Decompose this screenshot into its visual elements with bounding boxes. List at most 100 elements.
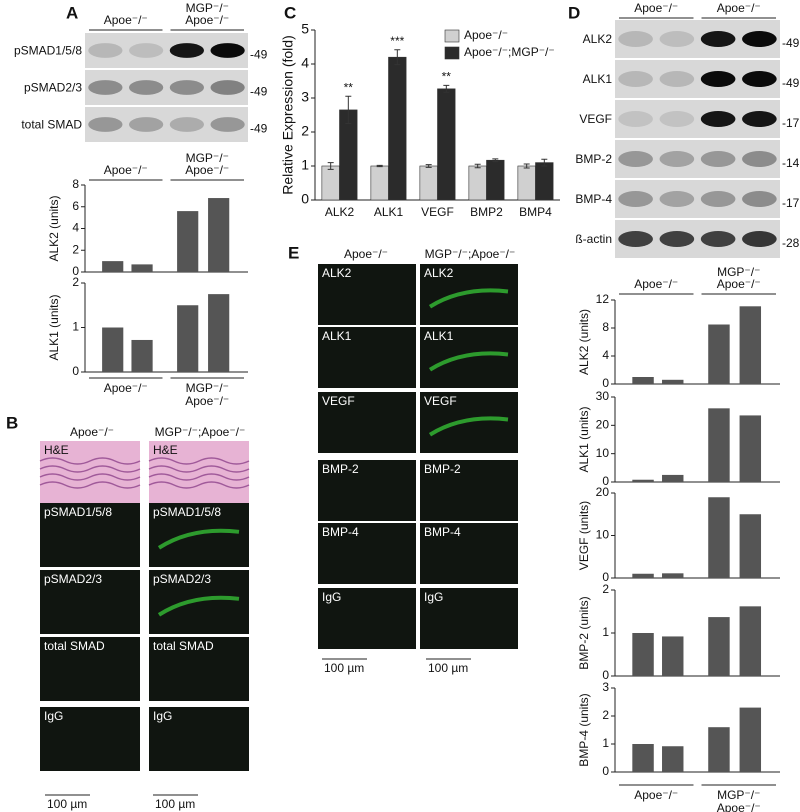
tissue-wave (148, 457, 250, 465)
image-label: BMP-4 (424, 525, 461, 539)
group-label: Apoe⁻/⁻ (717, 277, 761, 291)
error-bar (376, 164, 383, 168)
y-axis-label: BMP-2 (units) (577, 596, 591, 669)
blot-band (700, 191, 736, 207)
bar (486, 159, 505, 201)
image-label: pSMAD1/5/8 (153, 505, 221, 519)
micrograph (149, 441, 249, 505)
y-tick-label: 0 (602, 764, 609, 778)
y-tick-label: 4 (72, 221, 79, 235)
x-tick-label: VEGF (421, 205, 454, 219)
bar (419, 165, 438, 201)
x-tick-label: BMP2 (470, 205, 503, 219)
micrograph (40, 637, 140, 701)
group-label: Apoe⁻/⁻ (717, 1, 761, 15)
blot-band (700, 71, 736, 87)
significance: *** (390, 34, 404, 48)
group-label: Apoe⁻/⁻ (634, 788, 678, 802)
micrograph (318, 460, 416, 521)
blot-band (129, 43, 164, 58)
group-label: MGP⁻/⁻ (717, 0, 760, 3)
error-bar (443, 84, 450, 93)
group-label: MGP⁻/⁻ (186, 381, 229, 395)
bar (468, 165, 487, 201)
error-bar (345, 95, 352, 124)
scale-label: 100 µm (428, 661, 468, 675)
blot-band (618, 151, 653, 167)
error-bar (327, 162, 334, 170)
y-axis-label: VEGF (units) (577, 501, 591, 570)
tissue-wave (39, 481, 141, 489)
group-label: Apoe⁻/⁻ (185, 13, 229, 27)
error-bar (541, 158, 548, 167)
y-tick-label: 0 (301, 191, 309, 207)
y-tick-label: 5 (301, 21, 309, 37)
y-tick-label: 30 (596, 389, 610, 403)
bar (102, 261, 124, 272)
group-label: Apoe⁻/⁻ (344, 247, 388, 261)
blot-band (700, 231, 736, 247)
tissue-wave (39, 473, 141, 481)
blot-band (659, 71, 695, 87)
significance: ** (442, 70, 452, 84)
blot-label: pSMAD2/3 (24, 81, 82, 95)
tissue-wave (148, 473, 250, 481)
micrograph (40, 570, 140, 634)
blot-band (659, 231, 695, 247)
y-tick-label: 4 (301, 55, 309, 71)
error-bar (425, 164, 432, 168)
bar (708, 324, 730, 384)
legend-swatch (444, 46, 460, 60)
blot-band (210, 117, 245, 132)
group-label: MGP⁻/⁻ (717, 788, 760, 802)
group-label: MGP⁻/⁻ (186, 151, 229, 165)
y-tick-label: 4 (602, 348, 609, 362)
blot-label: ALK2 (583, 32, 613, 46)
blot-label: BMP-2 (575, 152, 612, 166)
stain (428, 416, 509, 437)
bar (208, 294, 230, 372)
bar (662, 474, 684, 482)
blot-marker: -49 (250, 48, 268, 62)
panel-label: B (6, 413, 18, 432)
blot-band (169, 117, 204, 132)
y-axis-label: Relative Expression (fold) (280, 35, 296, 195)
group-label: Apoe⁻/⁻ (70, 425, 114, 439)
y-tick-label: 0 (602, 474, 609, 488)
image-label: VEGF (322, 394, 355, 408)
y-tick-label: 2 (602, 582, 609, 596)
y-tick-label: 1 (72, 320, 79, 334)
x-tick-label: ALK1 (374, 205, 404, 219)
image-label: pSMAD2/3 (44, 572, 102, 586)
micrograph (318, 392, 416, 453)
y-tick-label: 2 (602, 708, 609, 722)
bar (517, 165, 536, 201)
blot-label: ALK1 (583, 72, 613, 86)
y-tick-label: 0 (72, 364, 79, 378)
y-tick-label: 8 (72, 177, 79, 191)
bar (739, 606, 762, 676)
image-label: total SMAD (153, 639, 214, 653)
image-label: BMP-4 (322, 525, 359, 539)
image-label: VEGF (424, 394, 457, 408)
blot-row (85, 70, 248, 105)
blot-marker: -17 (782, 196, 800, 210)
tissue-wave (148, 465, 250, 473)
bar (437, 88, 456, 201)
blot-row (615, 180, 780, 218)
group-label: MGP⁻/⁻;Apoe⁻/⁻ (155, 425, 246, 439)
y-tick-label: 2 (72, 242, 79, 256)
y-tick-label: 12 (596, 292, 610, 306)
y-tick-label: 8 (602, 320, 609, 334)
micrograph (149, 637, 249, 701)
blot-row (615, 140, 780, 178)
blot-band (618, 71, 653, 87)
micrograph (420, 523, 518, 584)
y-tick-label: 0 (602, 376, 609, 390)
micrograph (420, 264, 518, 325)
error-bar (492, 158, 499, 163)
image-label: ALK2 (424, 266, 454, 280)
bar (632, 633, 654, 676)
blot-band (742, 191, 777, 207)
group-label: Apoe⁻/⁻ (104, 163, 148, 177)
